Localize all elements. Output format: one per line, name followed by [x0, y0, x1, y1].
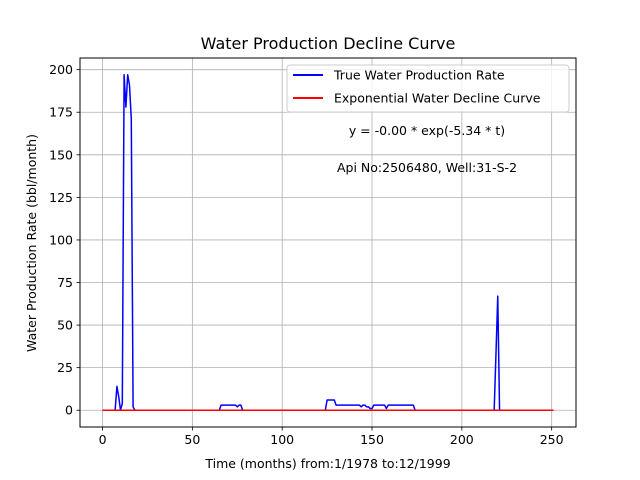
- legend-label-true-rate: True Water Production Rate: [333, 68, 505, 83]
- legend: True Water Production Rate Exponential W…: [286, 64, 570, 113]
- x-tick-label: 200: [450, 432, 474, 447]
- axes-frame: [79, 57, 577, 428]
- y-tick-label: 100: [49, 232, 73, 247]
- ticks: 0 50 100 150 200 250 0 25 50 75 100 125 150 175 200: [49, 62, 563, 447]
- x-tick-label: 50: [184, 432, 200, 447]
- y-tick-label: 25: [57, 360, 73, 375]
- x-tick-label: 150: [360, 432, 384, 447]
- y-tick-label: 125: [49, 190, 73, 205]
- x-tick-label: 100: [270, 432, 294, 447]
- y-tick-label: 150: [49, 147, 73, 162]
- well-annotation: Api No:2506480, Well:31-S-2: [337, 160, 517, 175]
- legend-box: [286, 64, 570, 113]
- y-tick-label: 75: [57, 275, 73, 290]
- y-axis-label: Water Production Rate (bbl/month): [24, 134, 39, 352]
- x-axis-label: Time (months) from:1/1978 to:12/1999: [204, 456, 450, 471]
- chart-title: Water Production Decline Curve: [201, 34, 456, 53]
- y-tick-label: 200: [49, 62, 73, 77]
- y-tick-label: 0: [65, 403, 73, 418]
- x-tick-label: 250: [540, 432, 564, 447]
- x-tick-label: 0: [99, 432, 107, 447]
- y-tick-label: 175: [49, 105, 73, 120]
- legend-label-exponential-curve: Exponential Water Decline Curve: [334, 91, 541, 106]
- true-water-production-rate-line: [102, 74, 554, 411]
- series-layer: [102, 74, 554, 411]
- y-tick-label: 50: [57, 318, 73, 333]
- equation-annotation: y = -0.00 * exp(-5.34 * t): [349, 123, 505, 138]
